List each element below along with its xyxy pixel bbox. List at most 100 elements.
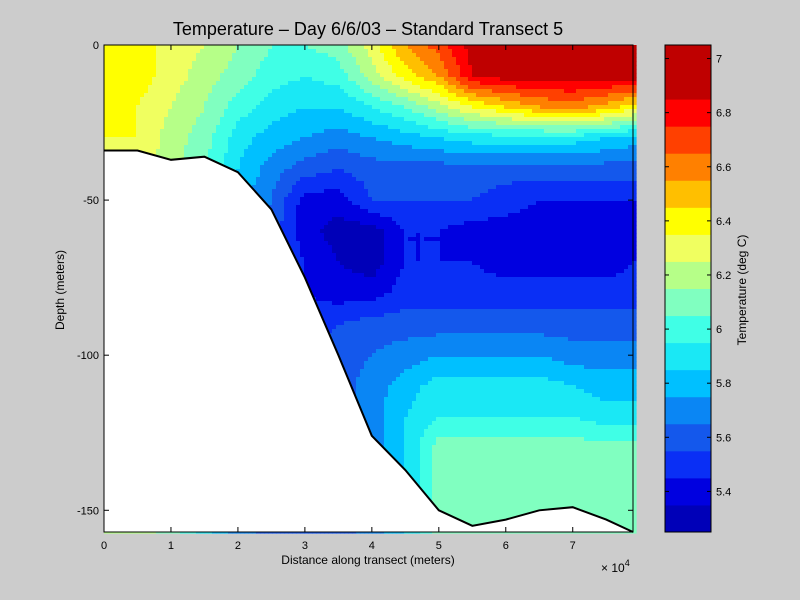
heatmap-cell	[344, 161, 349, 166]
heatmap-cell	[460, 53, 465, 58]
heatmap-cell	[320, 129, 325, 134]
heatmap-cell	[292, 181, 297, 186]
heatmap-cell	[536, 69, 541, 74]
heatmap-cell	[388, 45, 393, 50]
heatmap-cell	[304, 65, 309, 70]
heatmap-cell	[404, 81, 409, 86]
heatmap-cell	[388, 149, 393, 154]
heatmap-cell	[256, 149, 261, 154]
heatmap-cell	[468, 109, 473, 114]
heatmap-cell	[380, 153, 385, 158]
heatmap-cell	[140, 109, 145, 114]
heatmap-cell	[416, 173, 421, 178]
heatmap-cell	[552, 81, 557, 86]
heatmap-cell	[556, 45, 561, 50]
heatmap-cell	[524, 153, 529, 158]
heatmap-cell	[380, 101, 385, 106]
heatmap-cell	[152, 77, 157, 82]
heatmap-cell	[516, 105, 521, 110]
heatmap-cell	[448, 117, 453, 122]
heatmap-cell	[452, 189, 457, 194]
heatmap-cell	[472, 145, 477, 150]
heatmap-cell	[452, 157, 457, 162]
heatmap-cell	[272, 173, 277, 178]
heatmap-cell	[336, 89, 341, 94]
heatmap-cell	[368, 137, 373, 142]
heatmap-cell	[460, 93, 465, 98]
heatmap-cell	[508, 53, 513, 58]
heatmap-cell	[208, 133, 213, 138]
heatmap-cell	[520, 61, 525, 66]
heatmap-cell	[248, 145, 253, 150]
heatmap-cell	[260, 133, 265, 138]
heatmap-cell	[436, 77, 441, 82]
heatmap-cell	[412, 61, 417, 66]
heatmap-cell	[188, 101, 193, 106]
heatmap-cell	[360, 149, 365, 154]
heatmap-cell	[392, 165, 397, 170]
heatmap-cell	[352, 137, 357, 142]
heatmap-cell	[400, 185, 405, 190]
plot-area	[103, 44, 637, 534]
heatmap-cell	[516, 49, 521, 54]
heatmap-cell	[576, 153, 581, 158]
heatmap-cell	[216, 109, 221, 114]
heatmap-cell	[492, 73, 497, 78]
heatmap-cell	[384, 45, 389, 50]
heatmap-cell	[484, 137, 489, 142]
heatmap-cell	[216, 145, 221, 150]
heatmap-cell	[188, 141, 193, 146]
heatmap-cell	[432, 113, 437, 118]
heatmap-cell	[132, 125, 137, 130]
heatmap-cell	[144, 61, 149, 66]
heatmap-cell	[480, 53, 485, 58]
heatmap-cell	[496, 173, 501, 178]
heatmap-cell	[312, 109, 317, 114]
heatmap-cell	[524, 57, 529, 62]
heatmap-cell	[460, 101, 465, 106]
heatmap-cell	[376, 57, 381, 62]
heatmap-cell	[308, 121, 313, 126]
heatmap-cell	[632, 149, 637, 154]
heatmap-cell	[484, 49, 489, 54]
heatmap-cell	[356, 109, 361, 114]
heatmap-cell	[260, 69, 265, 74]
heatmap-cell	[380, 81, 385, 86]
heatmap-cell	[448, 93, 453, 98]
heatmap-cell	[544, 77, 549, 82]
heatmap-cell	[104, 105, 109, 110]
heatmap-cell	[564, 137, 569, 142]
heatmap-cell	[220, 81, 225, 86]
heatmap-cell	[420, 125, 425, 130]
heatmap-cell	[376, 165, 381, 170]
heatmap-cell	[492, 61, 497, 66]
heatmap-cell	[388, 113, 393, 118]
heatmap-cell	[464, 113, 469, 118]
heatmap-cell	[496, 157, 501, 162]
heatmap-cell	[316, 49, 321, 54]
heatmap-cell	[436, 181, 441, 186]
heatmap-cell	[312, 97, 317, 102]
heatmap-cell	[396, 101, 401, 106]
heatmap-cell	[476, 141, 481, 146]
heatmap-cell	[404, 181, 409, 186]
heatmap-cell	[600, 49, 605, 54]
heatmap-cell	[604, 125, 609, 130]
heatmap-cell	[368, 169, 373, 174]
heatmap-cell	[352, 117, 357, 122]
heatmap-cell	[368, 105, 373, 110]
heatmap-cell	[116, 93, 121, 98]
heatmap-cell	[156, 125, 161, 130]
heatmap-cell	[200, 153, 205, 158]
heatmap-cell	[576, 169, 581, 174]
heatmap-cell	[284, 153, 289, 158]
heatmap-cell	[428, 65, 433, 70]
heatmap-cell	[160, 149, 165, 154]
heatmap-cell	[440, 133, 445, 138]
heatmap-cell	[344, 69, 349, 74]
heatmap-cell	[504, 165, 509, 170]
heatmap-cell	[300, 61, 305, 66]
heatmap-cell	[356, 141, 361, 146]
heatmap-cell	[104, 61, 109, 66]
heatmap-cell	[608, 189, 613, 194]
